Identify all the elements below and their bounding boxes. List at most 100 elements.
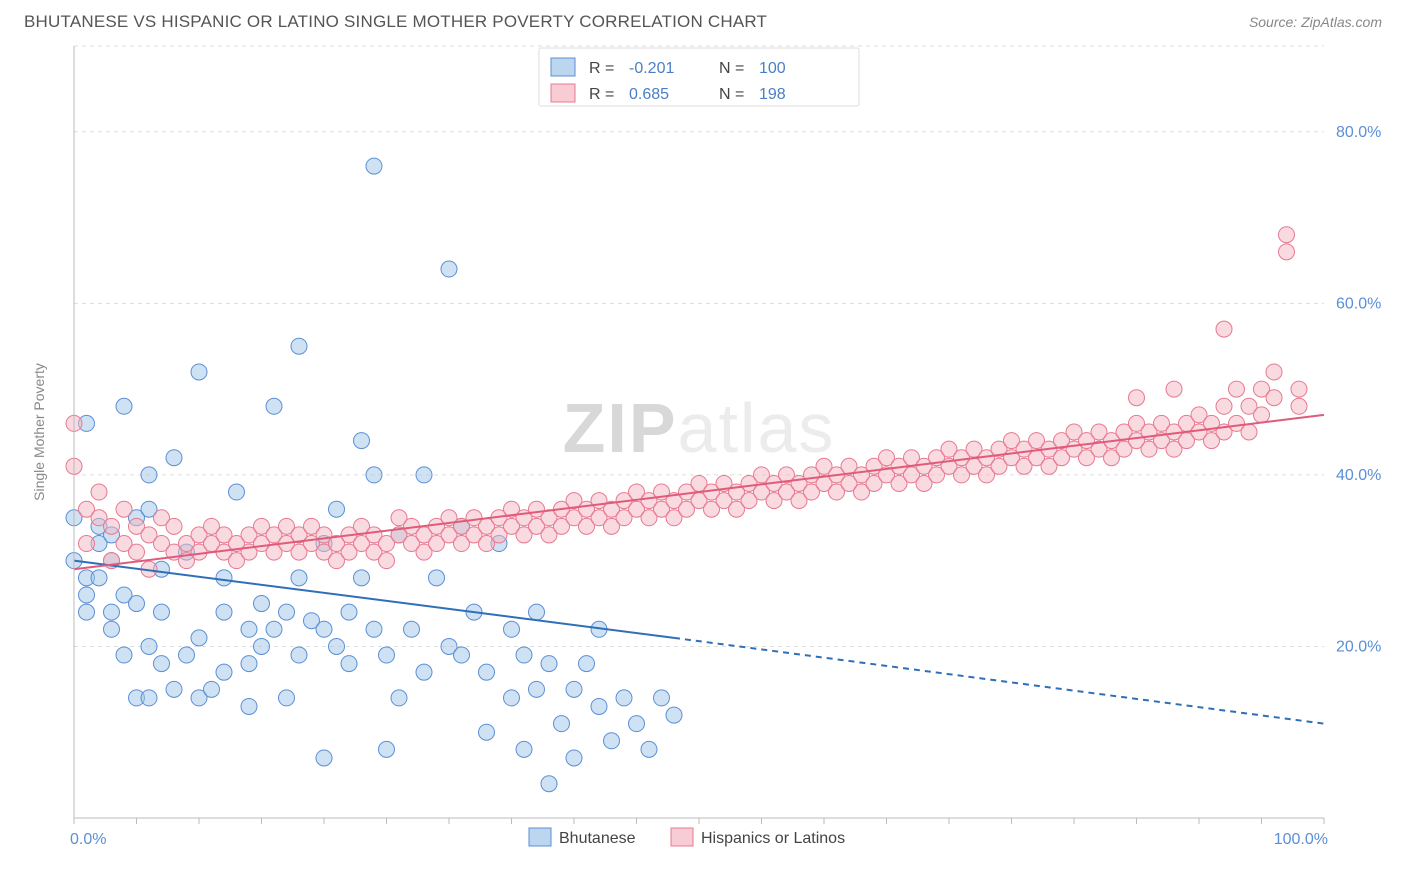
scatter-point [216, 664, 232, 680]
scatter-point [541, 776, 557, 792]
legend-n-value: 100 [759, 60, 786, 77]
scatter-point [241, 656, 257, 672]
scatter-point [141, 690, 157, 706]
scatter-point [254, 638, 270, 654]
scatter-point [129, 596, 145, 612]
scatter-point [191, 630, 207, 646]
scatter-point [79, 604, 95, 620]
scatter-point [529, 604, 545, 620]
scatter-point [1266, 390, 1282, 406]
y-tick-label: 60.0% [1336, 295, 1381, 312]
scatter-point [279, 604, 295, 620]
scatter-point [504, 621, 520, 637]
scatter-point [216, 604, 232, 620]
scatter-point [291, 570, 307, 586]
scatter-point [241, 698, 257, 714]
scatter-point [141, 467, 157, 483]
legend-r-label: R = [589, 86, 614, 103]
chart-title: BHUTANESE VS HISPANIC OR LATINO SINGLE M… [24, 12, 767, 32]
chart-svg: ZIPatlas20.0%40.0%60.0%80.0%0.0%100.0%Si… [24, 38, 1382, 858]
scatter-point [91, 570, 107, 586]
scatter-point [91, 484, 107, 500]
scatter-point [341, 604, 357, 620]
scatter-point [366, 467, 382, 483]
scatter-point [366, 158, 382, 174]
scatter-point [216, 570, 232, 586]
x-tick-label: 0.0% [70, 831, 106, 848]
scatter-point [454, 647, 470, 663]
scatter-point [641, 741, 657, 757]
scatter-point [504, 690, 520, 706]
scatter-point [316, 750, 332, 766]
scatter-point [104, 518, 120, 534]
scatter-point [1279, 227, 1295, 243]
legend-series-label: Bhutanese [559, 830, 636, 847]
legend-n-value: 198 [759, 86, 786, 103]
scatter-point [516, 741, 532, 757]
scatter-point [154, 604, 170, 620]
scatter-point [604, 733, 620, 749]
scatter-point [629, 716, 645, 732]
scatter-point [479, 664, 495, 680]
scatter-point [266, 398, 282, 414]
scatter-point [1241, 424, 1257, 440]
watermark: ZIPatlas [563, 389, 836, 467]
scatter-point [104, 621, 120, 637]
scatter-point [266, 621, 282, 637]
scatter-point [129, 544, 145, 560]
legend-swatch [671, 828, 693, 846]
scatter-point [329, 638, 345, 654]
scatter-point [354, 433, 370, 449]
scatter-point [566, 750, 582, 766]
legend-swatch [551, 84, 575, 102]
legend-r-value: -0.201 [629, 60, 674, 77]
scatter-point [166, 450, 182, 466]
scatter-point [191, 364, 207, 380]
legend-swatch [529, 828, 551, 846]
y-tick-label: 40.0% [1336, 467, 1381, 484]
scatter-point [541, 656, 557, 672]
scatter-point [379, 553, 395, 569]
scatter-point [229, 484, 245, 500]
scatter-point [516, 647, 532, 663]
scatter-point [79, 587, 95, 603]
scatter-point [441, 261, 457, 277]
y-tick-label: 80.0% [1336, 124, 1381, 141]
scatter-point [116, 398, 132, 414]
scatter-point [104, 604, 120, 620]
scatter-point [616, 690, 632, 706]
scatter-point [479, 724, 495, 740]
scatter-point [379, 647, 395, 663]
x-tick-label: 100.0% [1274, 831, 1328, 848]
scatter-point [1229, 381, 1245, 397]
scatter-point [529, 681, 545, 697]
scatter-point [141, 638, 157, 654]
legend-n-label: N = [719, 86, 744, 103]
scatter-point [391, 690, 407, 706]
scatter-point [79, 536, 95, 552]
scatter-point [554, 716, 570, 732]
scatter-point [429, 570, 445, 586]
y-axis-title: Single Mother Poverty [31, 363, 47, 501]
scatter-point [154, 656, 170, 672]
scatter-point [354, 570, 370, 586]
scatter-point [1254, 407, 1270, 423]
scatter-point [366, 621, 382, 637]
scatter-point [1216, 321, 1232, 337]
legend-series-label: Hispanics or Latinos [701, 830, 845, 847]
scatter-point [1266, 364, 1282, 380]
scatter-point [666, 707, 682, 723]
chart-area: ZIPatlas20.0%40.0%60.0%80.0%0.0%100.0%Si… [24, 38, 1382, 858]
scatter-point [166, 518, 182, 534]
scatter-point [166, 681, 182, 697]
scatter-point [404, 621, 420, 637]
scatter-point [241, 621, 257, 637]
chart-container: BHUTANESE VS HISPANIC OR LATINO SINGLE M… [0, 0, 1406, 892]
scatter-point [1291, 398, 1307, 414]
correlation-legend [539, 48, 859, 106]
scatter-point [116, 501, 132, 517]
scatter-point [1166, 381, 1182, 397]
chart-header: BHUTANESE VS HISPANIC OR LATINO SINGLE M… [24, 12, 1382, 32]
scatter-point [341, 656, 357, 672]
scatter-point [579, 656, 595, 672]
